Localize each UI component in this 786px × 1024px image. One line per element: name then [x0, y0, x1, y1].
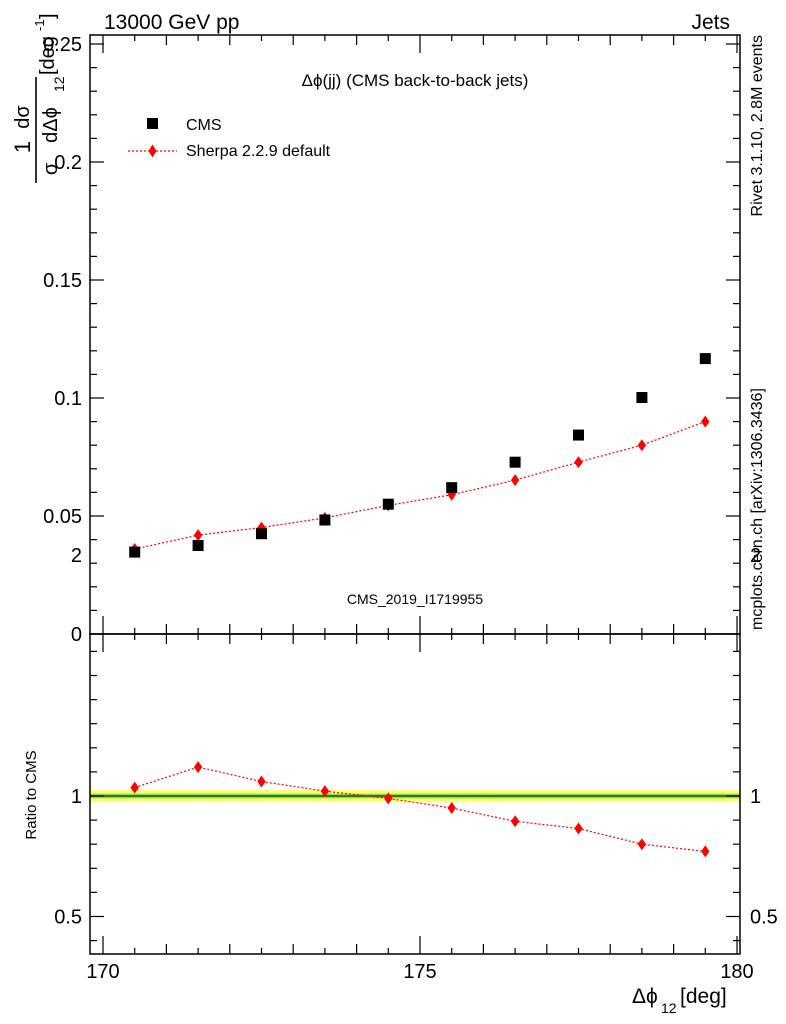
ylabel-unit-close: ]: [37, 13, 59, 19]
cms-main-point: [256, 528, 267, 540]
ratio-ytick-label-right: 0.5: [750, 907, 778, 929]
mcplots-credit-text: mcplots.cern.ch [arXiv:1306.3436]: [749, 388, 766, 630]
cms-main-point: [319, 514, 331, 526]
cms-main-series: [129, 353, 711, 558]
sherpa-main-point: [193, 529, 203, 542]
sherpa-ratio-point: [447, 802, 456, 815]
sherpa-ratio-point: [574, 822, 583, 835]
legend-sherpa-marker: [148, 144, 157, 158]
xlabel-sub: 12: [661, 1000, 677, 1016]
main-ytick-label: 0.1: [54, 388, 82, 410]
sherpa-main-point: [701, 415, 710, 428]
ratio-ytick-label-left: 1: [71, 786, 82, 808]
main-ytick-label: 0.2: [54, 152, 82, 174]
xlabel-main: Δϕ: [632, 985, 658, 1008]
x-axis-label: Δϕ 12 [deg]: [632, 985, 727, 1016]
xtick-label: 180: [720, 961, 753, 983]
header-right: Jets: [691, 11, 730, 34]
main-ytick-labels: 0 0.05 0.1 0.15 0.2 0.25: [43, 34, 82, 646]
ylabel-sigma: σ: [40, 162, 62, 175]
sherpa-ratio-point: [130, 781, 139, 794]
sherpa-ratio-point: [384, 792, 393, 805]
ratio-ytick-label-right: 1: [750, 786, 761, 808]
sherpa-main-point: [510, 474, 520, 487]
ratio-band: [90, 789, 740, 803]
ylabel-ddphi: dΔϕ: [40, 107, 62, 143]
legend-cms-label: CMS: [186, 117, 222, 134]
rivet-version-text: Rivet 3.1.10, 2.8M events: [749, 35, 766, 216]
analysis-watermark: CMS_2019_I1719955: [347, 591, 483, 607]
legend-cms-marker: [147, 118, 158, 129]
legend-sherpa-label: Sherpa 2.2.9 default: [186, 143, 331, 160]
main-ytick-label: 0: [71, 624, 82, 646]
ylabel-unit-exp: -1: [32, 19, 47, 31]
sherpa-ratio-line: [134, 766, 706, 853]
cms-main-point: [446, 482, 458, 494]
sherpa-main-line: [134, 421, 706, 550]
cms-main-point: [573, 429, 584, 441]
sherpa-ratio-point: [193, 761, 203, 774]
ylabel-unit-open: [deg: [37, 36, 59, 75]
sherpa-main-point: [637, 439, 647, 452]
ylabel-sub: 12: [51, 76, 67, 92]
main-ytick-label: 0.25: [43, 34, 82, 56]
ylabel-one: 1: [10, 141, 35, 153]
ratio-ylabel: Ratio to CMS: [23, 750, 40, 839]
cms-main-point: [192, 540, 204, 551]
main-ytick-label: 0.05: [43, 506, 82, 528]
cms-main-point: [129, 546, 141, 558]
x-axis-ticks: [102, 35, 738, 954]
sherpa-ratio-point: [637, 838, 647, 851]
sherpa-ratio-series: [130, 761, 710, 858]
xtick-label: 175: [403, 961, 436, 983]
xlabel-unit: [deg]: [680, 985, 727, 1008]
ratio-ytick-labels: 0.5 0.5 1 1 2 2: [54, 545, 778, 929]
sherpa-ratio-point: [701, 845, 710, 858]
cms-main-point: [636, 392, 648, 404]
main-ytick-label: 0.15: [43, 270, 82, 292]
ratio-ytick-label-right: 2: [750, 545, 761, 567]
ratio-ytick-label-left: 0.5: [54, 907, 82, 929]
cms-main-point: [699, 353, 711, 365]
sherpa-ratio-point: [257, 775, 266, 788]
ratio-panel-frame: [89, 633, 741, 955]
header-left: 13000 GeV pp: [104, 11, 239, 34]
main-axis-ticks: [90, 43, 740, 635]
cms-main-point: [382, 498, 394, 510]
sherpa-ratio-point: [320, 785, 330, 798]
xtick-labels: 170 175 180: [86, 961, 753, 983]
sherpa-main-series: [130, 415, 710, 556]
ratio-ytick-label-left: 2: [71, 545, 82, 567]
cms-main-point: [509, 456, 521, 468]
ylabel-dsigma: dσ: [12, 105, 34, 129]
main-ylabel: 1 dσ σ dΔϕ 12 [deg -1 ]: [10, 13, 67, 183]
sherpa-main-point: [574, 456, 583, 469]
plot-title: Δϕ(jj) (CMS back-to-back jets): [302, 71, 529, 90]
legend: CMS Sherpa 2.2.9 default: [128, 117, 331, 160]
sherpa-ratio-point: [510, 815, 520, 828]
xtick-label: 170: [86, 961, 119, 983]
